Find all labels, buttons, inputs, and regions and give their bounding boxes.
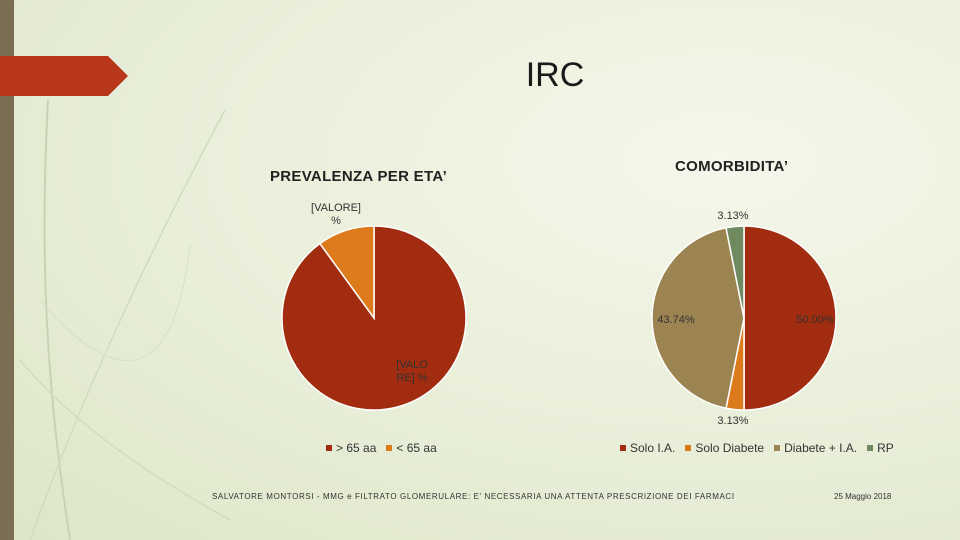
chart-title-age: PREVALENZA PER ETA’ [270,168,448,185]
legend-label: Diabete + I.A. [784,441,858,455]
legend-swatch [867,445,874,451]
chart-title-comorbidity: COMORBIDITA’ [675,158,789,175]
legend-item-1-1: Solo Diabete [685,441,764,455]
data-label-1-3: 3.13% [717,210,748,222]
legend-swatch [326,445,332,451]
title-arrow-shape [0,56,128,96]
footer-date: 25 Maggio 2018 [834,492,892,501]
data-label-0-1: [VALORE]% [311,202,361,227]
legend-item-1-3: RP [867,441,894,455]
legend-item-1-0: Solo I.A. [620,441,675,455]
pie-slice-1-3 [725,225,745,319]
left-accent-bar [0,0,14,540]
legend-swatch [620,445,626,451]
legend-comorbidity: Solo I.A. Solo Diabete Diabete + I.A. RP [620,441,894,455]
data-label-1-0: 50.00% [796,314,834,326]
data-label-0-0: [VALO RE] % [396,359,428,384]
decorative-lines [19,99,231,540]
footer-author: SALVATORE MONTORSI - MMG e FILTRATO GLOM… [212,492,735,501]
legend-label: Solo I.A. [630,441,676,455]
pie-slice-0-1 [318,225,375,321]
legend-swatch [774,445,781,451]
legend-label: > 65 aa [336,441,377,455]
legend-label: RP [877,441,894,455]
legend-swatch [685,445,692,451]
legend-age: > 65 aa < 65 aa [326,441,437,455]
data-label-1-2: 43.74% [657,314,695,326]
legend-label: Solo Diabete [695,441,765,455]
legend-item-1-2: Diabete + I.A. [774,441,857,455]
data-label-1-1: 3.13% [717,415,748,427]
legend-item-0-0: > 65 aa [326,441,376,455]
pie-slice-1-0 [743,225,837,411]
pie-slice-1-2 [651,226,745,410]
legend-label: < 65 aa [396,441,437,455]
legend-item-0-1: < 65 aa [386,441,437,455]
slide-title: IRC [525,56,585,94]
legend-swatch [386,445,393,451]
